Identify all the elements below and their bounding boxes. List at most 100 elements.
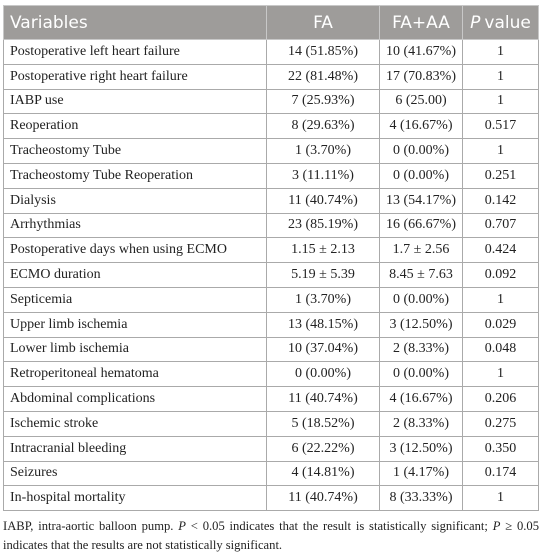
footnote-text: < 0.05 indicates that the result is stat… [185, 519, 493, 533]
header-cell: FA+AA [379, 5, 463, 40]
variable-cell: Seizures [3, 460, 267, 487]
value-cell: 0.174 [462, 460, 539, 487]
value-cell: 1 [462, 138, 539, 164]
value-cell: 4 (16.67%) [379, 386, 463, 412]
value-cell: 1 [462, 63, 539, 90]
variable-cell: Tracheostomy Tube [3, 138, 267, 164]
value-cell: 6 (22.22%) [266, 435, 380, 462]
table-row: Retroperitoneal hematoma 0 (0.00%) 0 (0.00… [3, 361, 539, 388]
variable-cell: Postoperative right heart failure [3, 63, 267, 90]
value-cell: 0.275 [462, 410, 539, 437]
value-cell: 1 (3.70%) [266, 138, 380, 164]
value-cell: 23 (85.19%) [266, 212, 380, 239]
value-cell: 5.19 ± 5.39 [266, 262, 380, 288]
value-cell: 1 (3.70%) [266, 286, 380, 313]
table-row: Postoperative days when using ECMO 1.15 ±… [3, 237, 539, 264]
table-row: IABP use 7 (25.93%) 6 (25.00) 1 [3, 88, 539, 115]
value-cell: 0.206 [462, 386, 539, 412]
table-row: Tracheostomy Tube 1 (3.70%) 0 (0.00%) 1 [3, 138, 539, 164]
value-cell: 3 (12.50%) [379, 435, 463, 462]
value-cell: 1 [462, 39, 539, 65]
value-cell: 2 (8.33%) [379, 410, 463, 437]
value-cell: 0 (0.00%) [379, 286, 463, 313]
value-cell: 1 (4.17%) [379, 460, 463, 487]
value-cell: 8 (33.33%) [379, 485, 463, 512]
table-row: Postoperative left heart failure 14 (51.8… [3, 39, 539, 65]
variable-cell: Tracheostomy Tube Reoperation [3, 162, 267, 189]
variable-cell: Reoperation [3, 113, 267, 140]
value-cell: 7 (25.93%) [266, 88, 380, 115]
variable-cell: Lower limb ischemia [3, 336, 267, 363]
value-cell: 11 (40.74%) [266, 485, 380, 512]
variable-cell: IABP use [3, 88, 267, 115]
value-cell: 13 (48.15%) [266, 311, 380, 338]
header-cell: Variables [3, 5, 267, 40]
value-cell: 6 (25.00) [379, 88, 463, 115]
table-row: Septicemia 1 (3.70%) 0 (0.00%) 1 [3, 286, 539, 313]
value-cell: 10 (41.67%) [379, 39, 463, 65]
table-row: ECMO duration 5.19 ± 5.39 8.45 ± 7.63 0.092 [3, 262, 539, 288]
value-cell: 1 [462, 88, 539, 115]
value-cell: 1 [462, 361, 539, 388]
variable-cell: Intracranial bleeding [3, 435, 267, 462]
table-row: Abdominal complications 11 (40.74%) 4 (16.… [3, 386, 539, 412]
value-cell: 22 (81.48%) [266, 63, 380, 90]
variable-cell: Dialysis [3, 187, 267, 214]
header-text: value [484, 12, 531, 33]
value-cell: 11 (40.74%) [266, 187, 380, 214]
table-row: Postoperative right heart failure 22 (81.… [3, 63, 539, 90]
value-cell: 14 (51.85%) [266, 39, 380, 65]
value-cell: 8.45 ± 7.63 [379, 262, 463, 288]
value-cell: 0.350 [462, 435, 539, 462]
value-cell: 0.142 [462, 187, 539, 214]
p-symbol: P [492, 519, 501, 533]
table-row: Reoperation 8 (29.63%) 4 (16.67%) 0.517 [3, 113, 539, 140]
value-cell: 5 (18.52%) [266, 410, 380, 437]
value-cell: 0.517 [462, 113, 539, 140]
value-cell: 0.707 [462, 212, 539, 239]
table-row: Dialysis 11 (40.74%) 13 (54.17%) 0.142 [3, 187, 539, 214]
table-row: Ischemic stroke 5 (18.52%) 2 (8.33%) 0.275 [3, 410, 539, 437]
table-row: Tracheostomy Tube Reoperation 3 (11.11%) 0… [3, 162, 539, 189]
value-cell: 10 (37.04%) [266, 336, 380, 363]
table-body: Postoperative left heart failure 14 (51.8… [3, 39, 539, 512]
value-cell: 8 (29.63%) [266, 113, 380, 140]
value-cell: 3 (12.50%) [379, 311, 463, 338]
header-cell: FA [266, 5, 380, 40]
table-row: Intracranial bleeding 6 (22.22%) 3 (12.50%… [3, 435, 539, 462]
value-cell: 16 (66.67%) [379, 212, 463, 239]
table-row: Seizures 4 (14.81%) 1 (4.17%) 0.174 [3, 460, 539, 487]
value-cell: 0.092 [462, 262, 539, 288]
value-cell: 4 (14.81%) [266, 460, 380, 487]
value-cell: 4 (16.67%) [379, 113, 463, 140]
variable-cell: Ischemic stroke [3, 410, 267, 437]
value-cell: 0 (0.00%) [379, 162, 463, 189]
p-symbol: P [178, 519, 186, 533]
variable-cell: Upper limb ischemia [3, 311, 267, 338]
value-cell: 1.15 ± 2.13 [266, 237, 380, 264]
value-cell: 2 (8.33%) [379, 336, 463, 363]
p-symbol: P [470, 12, 481, 33]
table-row: Lower limb ischemia 10 (37.04%) 2 (8.33%) 0… [3, 336, 539, 363]
table-row: In-hospital mortality 11 (40.74%) 8 (33.33… [3, 485, 539, 512]
value-cell: 0 (0.00%) [379, 138, 463, 164]
variable-cell: Postoperative left heart failure [3, 39, 267, 65]
value-cell: 17 (70.83%) [379, 63, 463, 90]
value-cell: 3 (11.11%) [266, 162, 380, 189]
footnote-text: IABP, intra-aortic balloon pump. [3, 519, 179, 533]
value-cell: 0.029 [462, 311, 539, 338]
value-cell: 0.048 [462, 336, 539, 363]
value-cell: 11 (40.74%) [266, 386, 380, 412]
variable-cell: Abdominal complications [3, 386, 267, 412]
value-cell: 13 (54.17%) [379, 187, 463, 214]
value-cell: 1 [462, 286, 539, 313]
value-cell: 0.251 [462, 162, 539, 189]
value-cell: 0.424 [462, 237, 539, 264]
variable-cell: Retroperitoneal hematoma [3, 361, 267, 388]
value-cell: 0 (0.00%) [266, 361, 380, 388]
variable-cell: ECMO duration [3, 262, 267, 288]
